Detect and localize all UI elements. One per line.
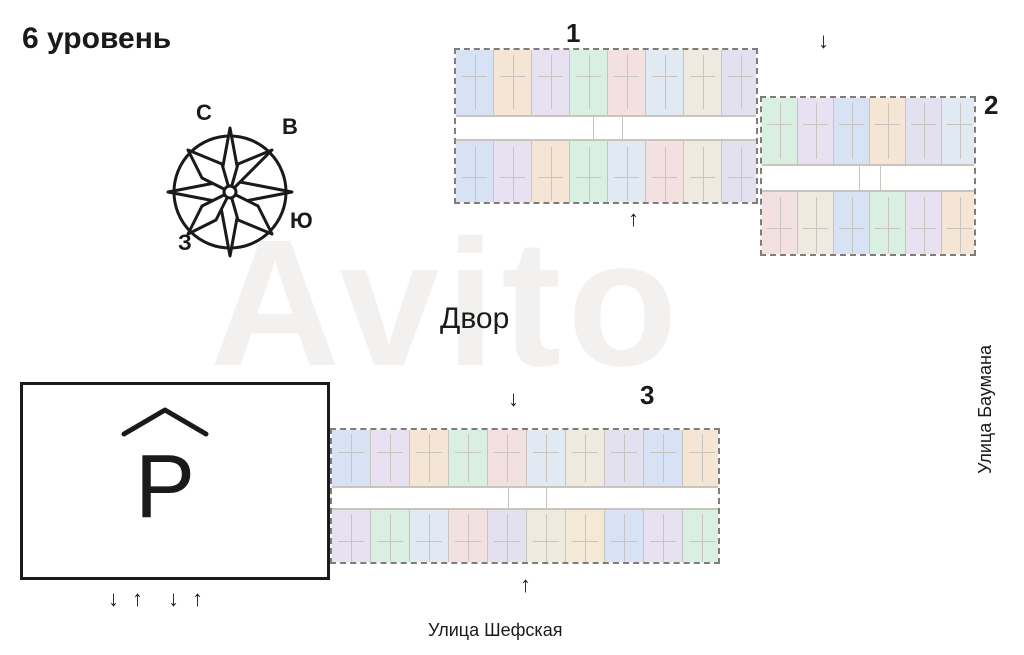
unit [570,140,608,204]
unit [722,140,758,204]
unit [683,430,720,487]
unit [722,50,758,116]
unit [834,191,870,256]
unit [410,430,449,487]
parking-arrow-icon: ↓ [108,588,119,610]
unit [532,140,570,204]
unit [906,191,942,256]
parking-arrow-icon: ↑ [192,588,203,610]
parking-arrow-icon: ↓ [168,588,179,610]
parking-arrow-icon: ↑ [132,588,143,610]
unit [566,430,605,487]
unit [684,50,722,116]
unit [371,430,410,487]
unit [646,140,684,204]
building-2 [760,96,976,256]
compass-e: В [282,114,298,140]
unit [494,50,532,116]
building-3 [330,428,720,564]
unit [488,430,527,487]
street-bottom: Улица Шефская [428,620,562,641]
unit [834,98,870,165]
street-right: Улица Баумана [975,345,996,474]
unit [644,430,683,487]
unit [798,191,834,256]
corridor [456,116,758,141]
unit [798,98,834,165]
courtyard-label: Двор [440,302,509,336]
unit [684,140,722,204]
building-1 [454,48,758,204]
unit [566,509,605,564]
unit [410,509,449,564]
unit [870,191,906,256]
unit [608,50,646,116]
building-label-1: 1 [566,18,580,49]
entry-arrow-icon: ↑ [628,208,639,230]
compass-n: С [196,100,212,126]
unit [608,140,646,204]
unit [488,509,527,564]
unit [332,509,371,564]
unit [449,430,488,487]
unit [605,509,644,564]
unit [942,191,976,256]
unit [456,50,494,116]
unit [332,430,371,487]
unit [762,191,798,256]
unit [527,509,566,564]
entry-arrow-icon: ↓ [818,30,829,52]
unit [494,140,532,204]
unit [605,430,644,487]
unit [906,98,942,165]
unit [683,509,720,564]
unit [371,509,410,564]
parking-roof-icon [120,404,210,438]
unit [942,98,976,165]
page-title: 6 уровень [22,22,171,56]
corridor [332,487,720,509]
unit [870,98,906,165]
unit [449,509,488,564]
unit [762,98,798,165]
unit [532,50,570,116]
compass-w: З [178,230,192,256]
corridor [762,165,976,191]
unit [456,140,494,204]
entry-arrow-icon: ↑ [520,574,531,596]
parking-letter: P [135,436,195,539]
unit [570,50,608,116]
entry-arrow-icon: ↓ [508,388,519,410]
compass-s: Ю [290,208,313,234]
building-label-3: 3 [640,380,654,411]
unit [646,50,684,116]
building-label-2: 2 [984,90,998,121]
unit [644,509,683,564]
unit [527,430,566,487]
